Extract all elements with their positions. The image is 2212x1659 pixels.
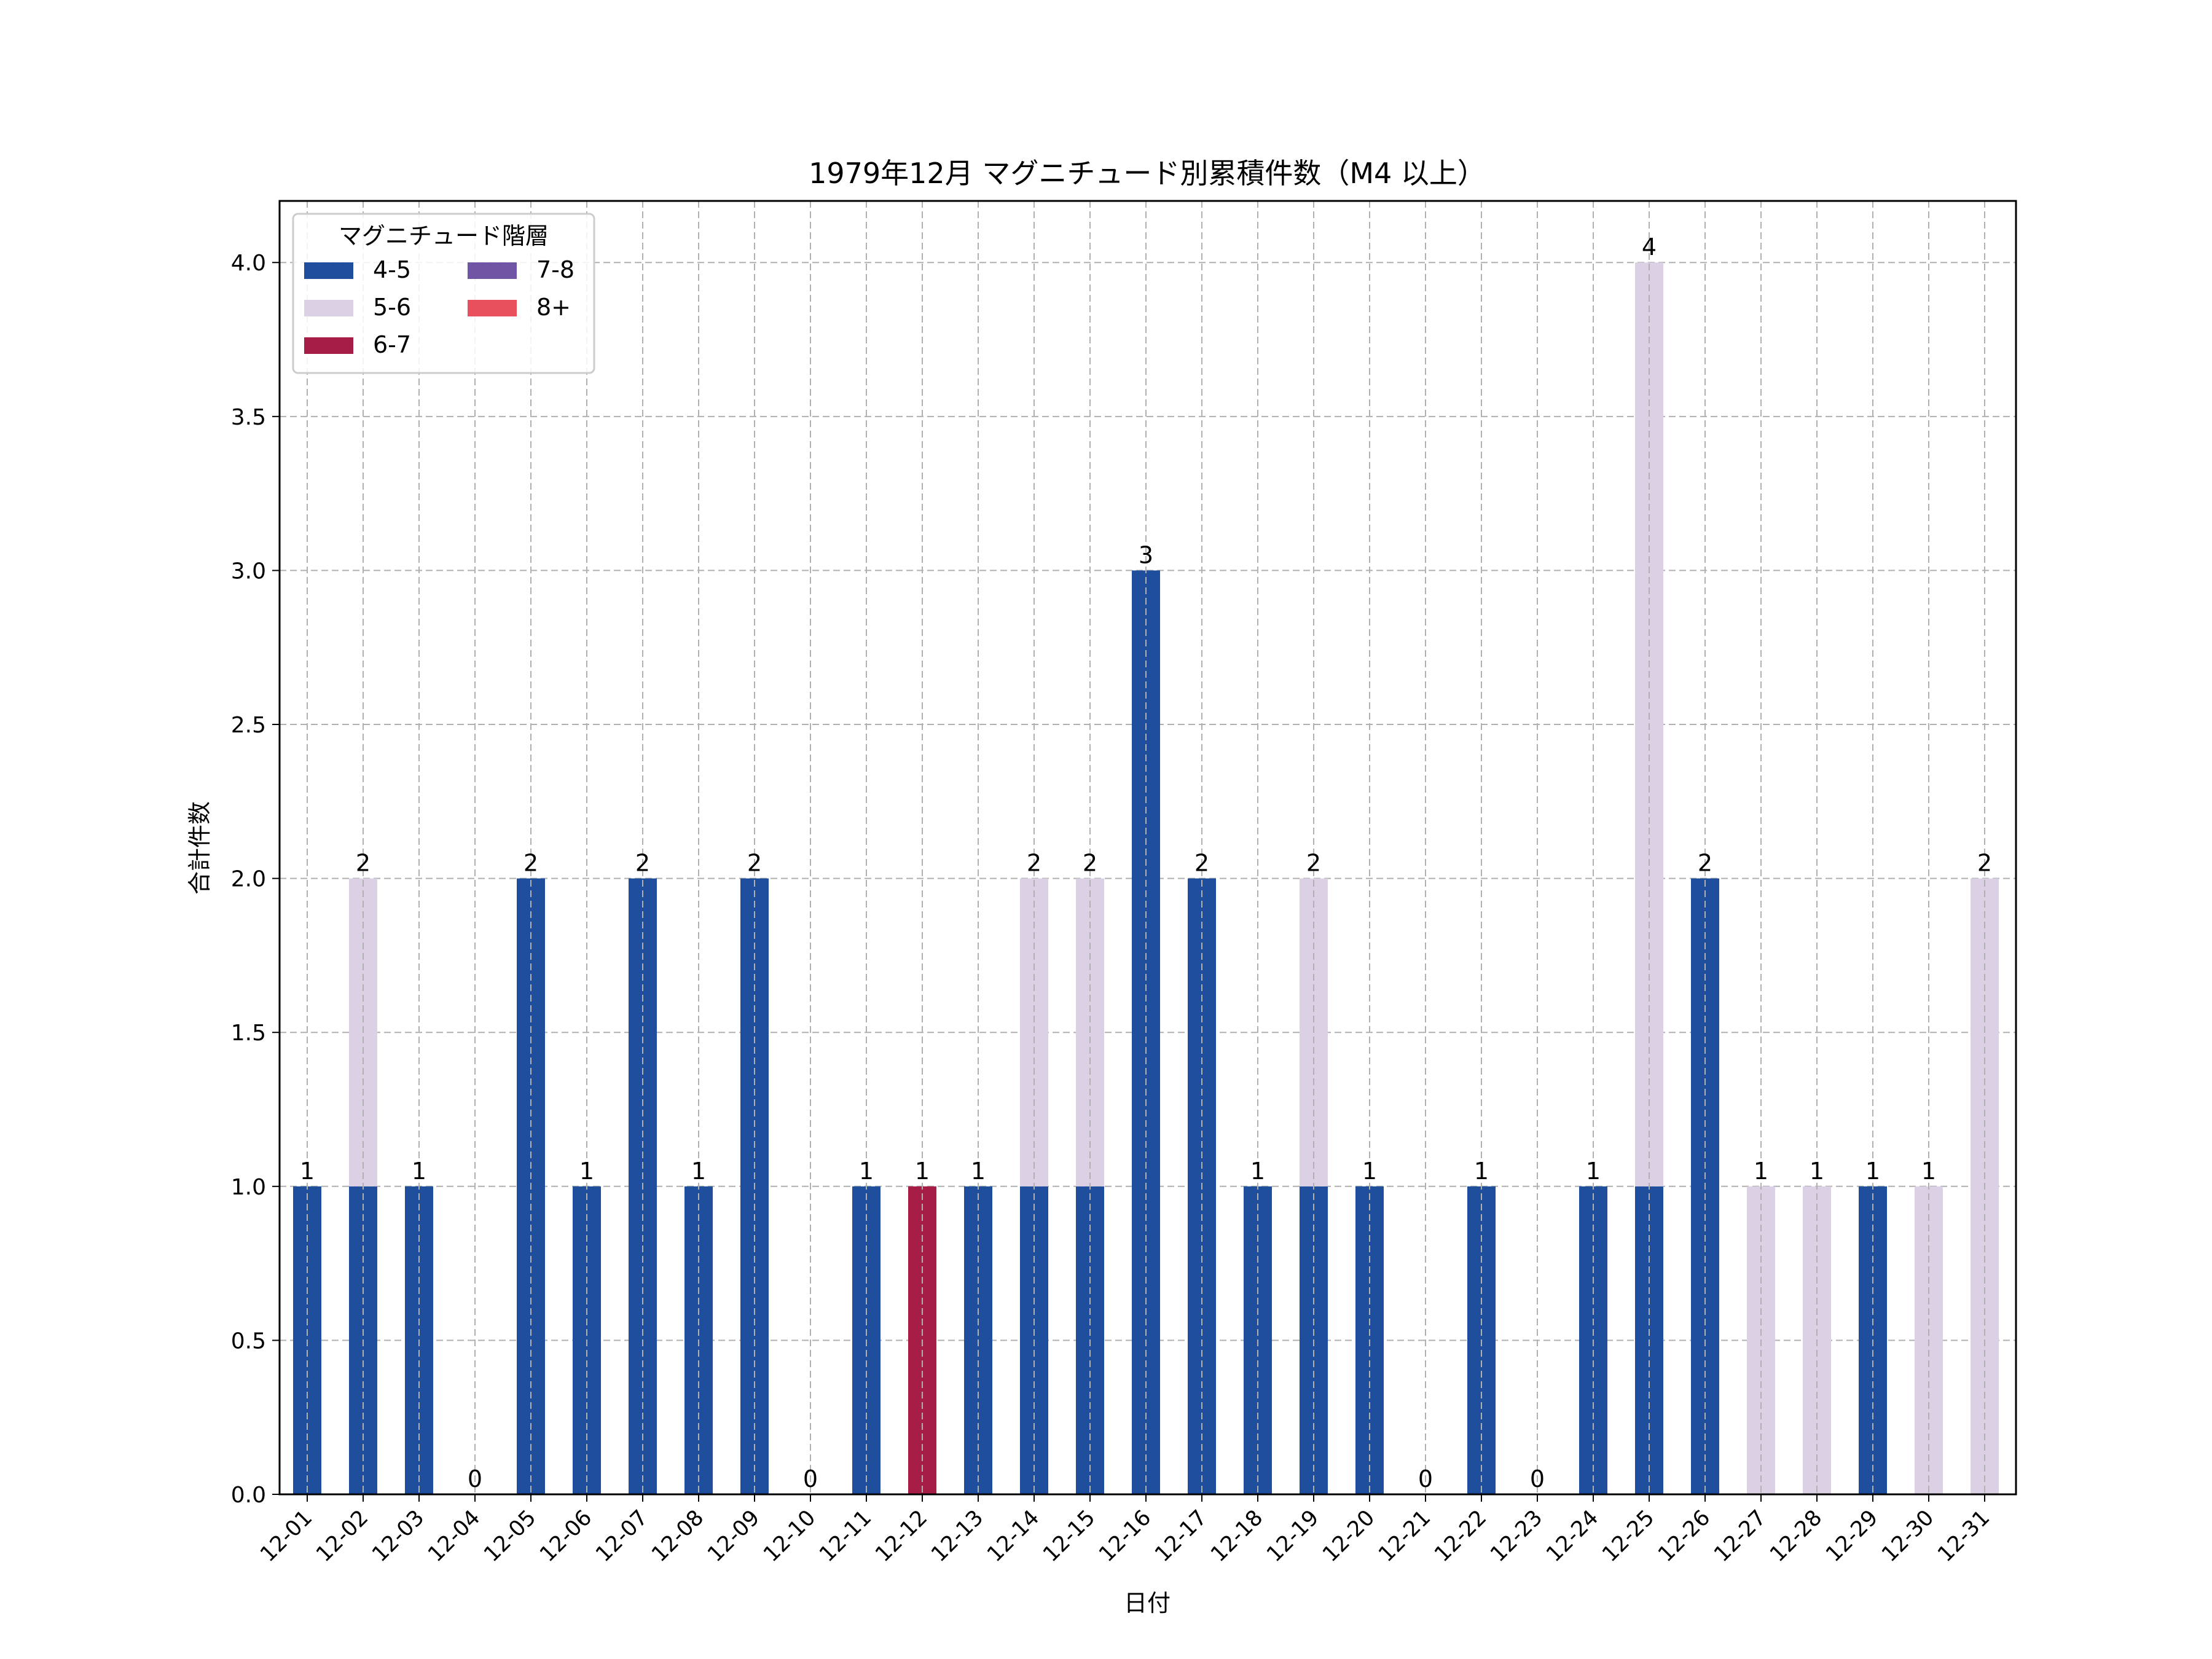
total-label: 1 [1921, 1158, 1936, 1185]
total-label: 2 [635, 850, 650, 877]
x-tick-label: 12-09 [703, 1505, 764, 1567]
x-tick-label: 12-16 [1094, 1505, 1156, 1567]
legend-label: 7-8 [536, 256, 575, 283]
x-tick-label: 12-04 [423, 1505, 485, 1567]
total-label: 4 [1642, 233, 1657, 261]
legend-swatch-7-8 [468, 262, 517, 279]
legend-swatch-6-7 [304, 337, 353, 354]
x-tick-label: 12-05 [479, 1505, 541, 1567]
x-tick-label: 12-14 [982, 1505, 1044, 1567]
x-tick-label: 12-01 [256, 1505, 317, 1567]
total-label: 0 [468, 1465, 482, 1492]
total-label: 1 [1810, 1158, 1824, 1185]
chart-title: 1979年12月 マグニチュード別累積件数（M4 以上） [809, 157, 1486, 190]
y-tick-label: 4.0 [231, 251, 266, 276]
total-label: 1 [859, 1158, 874, 1185]
y-tick-label: 3.0 [231, 559, 266, 584]
legend-label: 6-7 [373, 331, 411, 358]
vertical-grid [307, 201, 1985, 1494]
total-label: 1 [300, 1158, 315, 1185]
legend-swatch-4-5 [304, 262, 353, 279]
x-tick-label: 12-27 [1709, 1505, 1771, 1567]
x-tick-label: 12-03 [367, 1505, 429, 1567]
x-tick-label: 12-24 [1542, 1505, 1603, 1567]
x-tick-label: 12-07 [591, 1505, 653, 1567]
total-label: 2 [747, 850, 762, 877]
x-axis-label: 日付 [1124, 1590, 1171, 1617]
x-tick-label: 12-18 [1206, 1505, 1268, 1567]
y-tick-label: 2.5 [231, 713, 266, 738]
x-tick-label: 12-11 [815, 1505, 876, 1567]
total-label: 0 [803, 1465, 818, 1492]
legend-label: 8+ [536, 294, 571, 321]
x-tick-label: 12-22 [1430, 1505, 1491, 1567]
total-labels: 1 2 1 0 2 1 2 1 2 0 1 1 1 2 2 3 2 1 2 1 0 1 0 1 4 2 1 1 1 1 2 [300, 233, 1992, 1492]
x-tick-label: 12-28 [1765, 1505, 1827, 1567]
legend-swatch-5-6 [304, 300, 353, 316]
x-tick-label: 12-23 [1486, 1505, 1547, 1567]
legend: マグニチュード階層 4-5 5-6 6-7 7-8 8+ [292, 213, 595, 374]
total-label: 1 [971, 1158, 986, 1185]
x-tick-label: 12-02 [312, 1505, 373, 1567]
x-tick-label: 12-10 [759, 1505, 820, 1567]
x-tick-label: 12-30 [1877, 1505, 1939, 1567]
bars [293, 262, 1999, 1494]
total-label: 1 [1586, 1158, 1601, 1185]
y-tick-label: 0.5 [231, 1328, 266, 1354]
legend-label: 4-5 [373, 256, 411, 283]
legend-swatch-8+ [468, 300, 517, 316]
total-label: 2 [1194, 850, 1209, 877]
y-tick-label: 1.5 [231, 1021, 266, 1046]
x-axis: 12-0112-0212-0312-0412-0512-0612-0712-08… [256, 1494, 1994, 1567]
total-label: 1 [915, 1158, 930, 1185]
total-label: 2 [1698, 850, 1712, 877]
total-label: 2 [1027, 850, 1041, 877]
y-tick-label: 2.0 [231, 867, 266, 892]
y-axis-label: 合計件数 [186, 801, 213, 895]
x-tick-label: 12-20 [1318, 1505, 1379, 1567]
total-label: 1 [1362, 1158, 1377, 1185]
x-tick-label: 12-31 [1933, 1505, 1994, 1567]
total-label: 2 [1977, 850, 1992, 877]
x-tick-label: 12-19 [1262, 1505, 1324, 1567]
x-tick-label: 12-15 [1038, 1505, 1100, 1567]
y-tick-label: 1.0 [231, 1175, 266, 1200]
total-label: 2 [1306, 850, 1321, 877]
x-tick-label: 12-13 [927, 1505, 988, 1567]
total-label: 1 [1474, 1158, 1489, 1185]
total-label: 0 [1530, 1465, 1545, 1492]
x-tick-label: 12-17 [1150, 1505, 1212, 1567]
total-label: 1 [412, 1158, 426, 1185]
plot-frame [278, 200, 2017, 1496]
total-label: 3 [1139, 541, 1153, 568]
total-label: 2 [524, 850, 538, 877]
x-tick-label: 12-29 [1821, 1505, 1883, 1567]
x-tick-label: 12-26 [1653, 1505, 1715, 1567]
y-axis: 0.0 0.5 1.0 1.5 2.0 2.5 3.0 3.5 4.0 [231, 251, 280, 1508]
total-label: 1 [1250, 1158, 1265, 1185]
x-tick-label: 12-06 [535, 1505, 597, 1567]
total-label: 0 [1418, 1465, 1433, 1492]
legend-box [292, 213, 595, 374]
total-label: 2 [356, 850, 371, 877]
total-label: 1 [1754, 1158, 1768, 1185]
total-label: 1 [1865, 1158, 1880, 1185]
total-label: 1 [691, 1158, 706, 1185]
total-label: 2 [1083, 850, 1097, 877]
x-tick-label: 12-12 [871, 1505, 932, 1567]
x-tick-label: 12-21 [1374, 1505, 1435, 1567]
legend-title: マグニチュード階層 [339, 222, 549, 249]
y-tick-label: 3.5 [231, 405, 266, 430]
y-tick-label: 0.0 [231, 1483, 266, 1508]
x-tick-label: 12-08 [647, 1505, 708, 1567]
legend-label: 5-6 [373, 294, 411, 321]
total-label: 1 [579, 1158, 594, 1185]
x-tick-label: 12-25 [1598, 1505, 1659, 1567]
